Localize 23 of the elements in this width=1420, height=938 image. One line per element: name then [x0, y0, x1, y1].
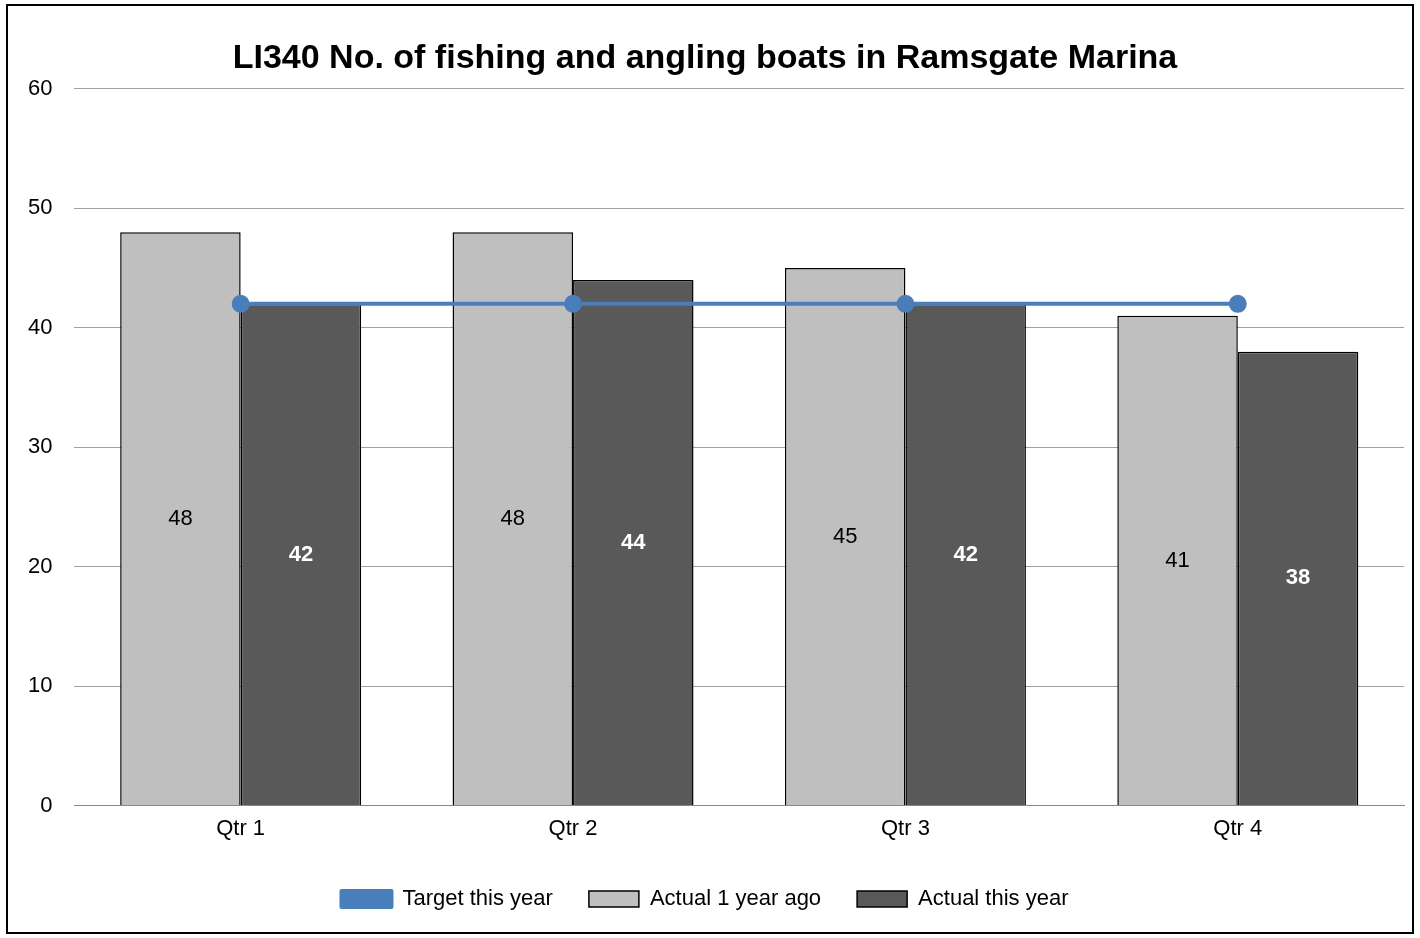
y-tick-label: 10 [27, 672, 53, 698]
x-tick-label: Qtr 3 [880, 814, 930, 840]
y-tick-label: 30 [27, 433, 53, 459]
y-tick-label: 60 [27, 74, 53, 100]
x-tick-label: Qtr 4 [1213, 814, 1263, 840]
x-tick-label: Qtr 1 [216, 814, 266, 840]
legend-label: Actual 1 year ago [649, 885, 822, 911]
y-tick-label: 0 [40, 791, 53, 817]
data-label: 48 [168, 504, 193, 530]
data-label: 41 [1165, 546, 1190, 572]
x-tick-label: Qtr 2 [548, 814, 598, 840]
y-tick-label: 40 [27, 313, 53, 339]
data-label: 48 [500, 504, 526, 530]
data-label: 45 [832, 522, 858, 548]
legend-label: Actual this year [918, 885, 1069, 911]
legend-label: Target this year [402, 885, 553, 911]
y-tick-label: 50 [27, 194, 53, 220]
y-tick-label: 20 [27, 552, 53, 578]
chart-title: LI340 No. of fishing and angling boats in Ramsgate Marina [232, 36, 1179, 75]
data-label: 42 [953, 540, 978, 566]
data-label: 44 [621, 528, 647, 554]
data-label: 38 [1285, 564, 1311, 590]
data-label: 42 [288, 540, 314, 566]
